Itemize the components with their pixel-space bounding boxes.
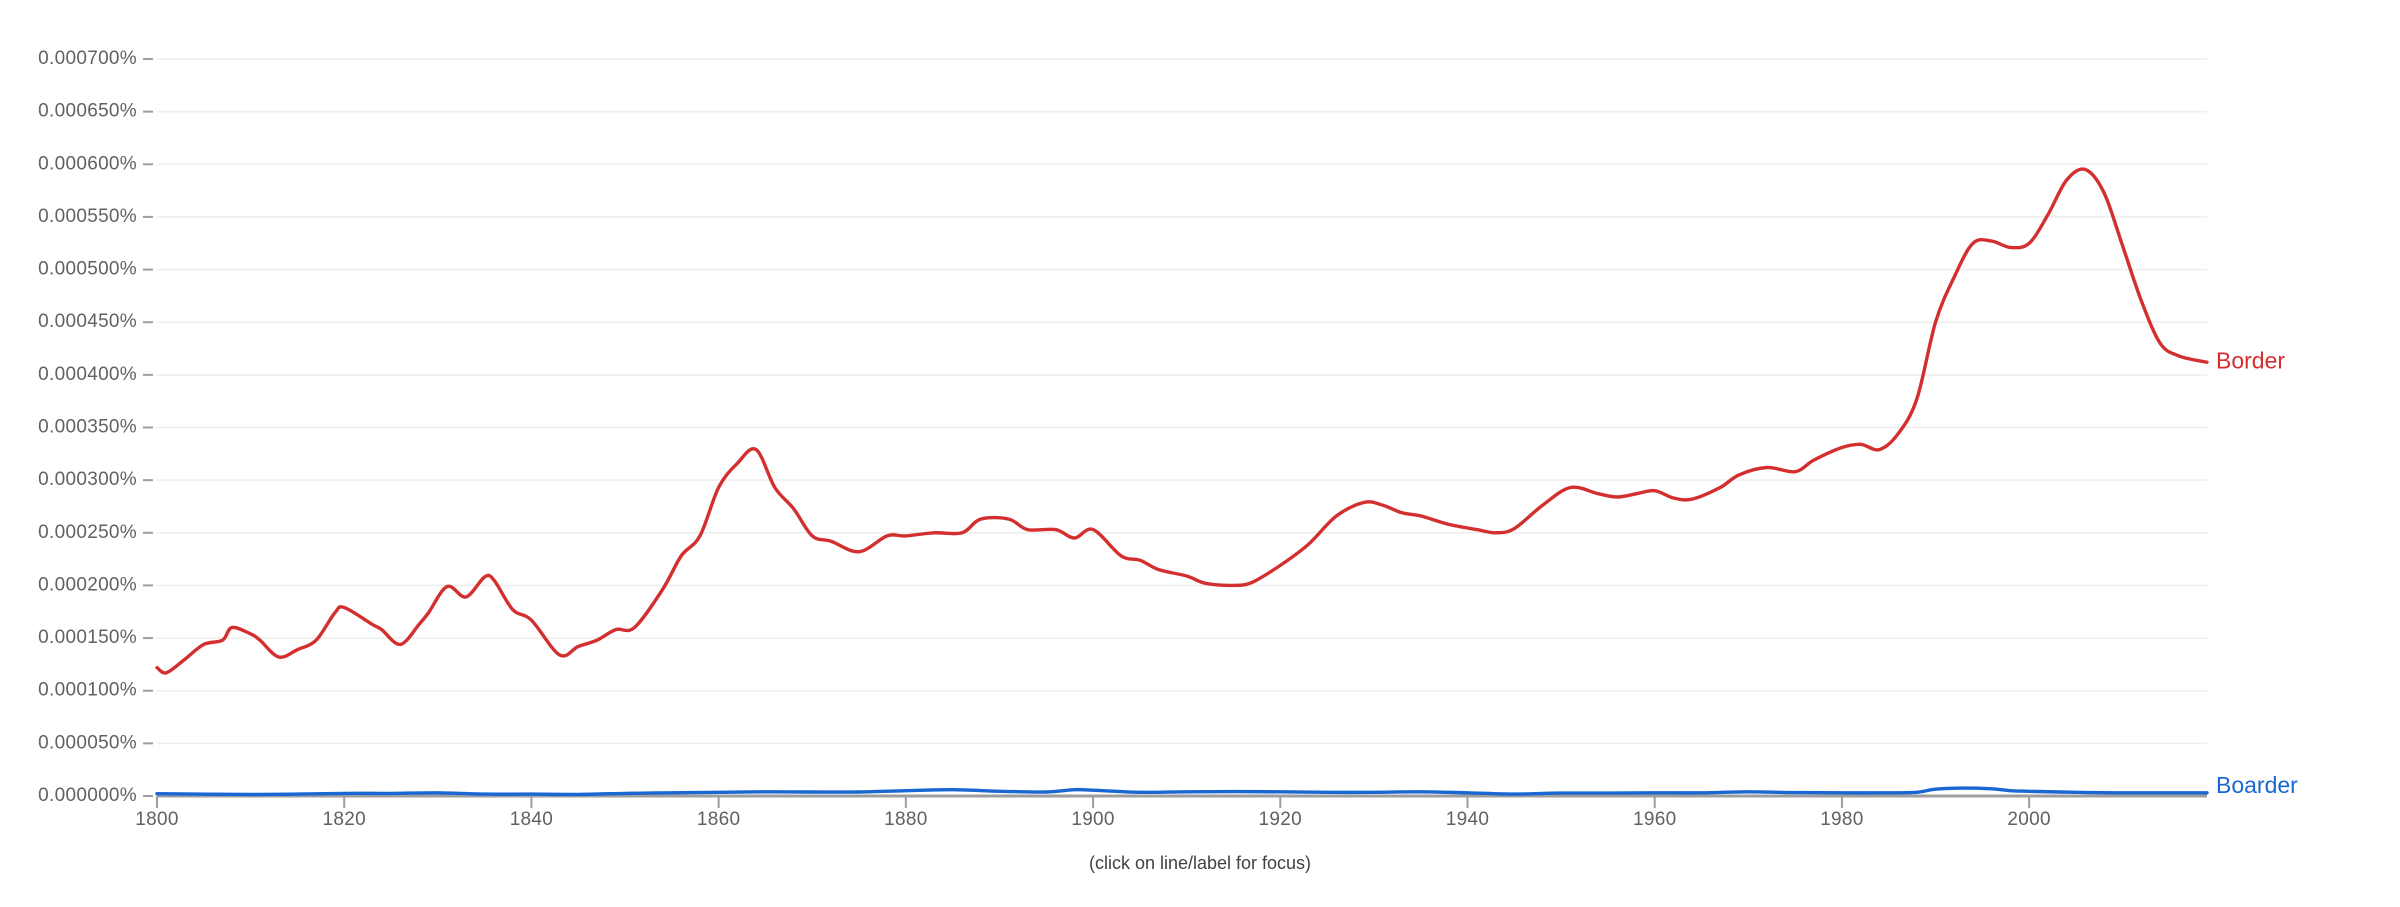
x-tick-label: 1920 — [1259, 809, 1302, 830]
x-tick-label: 1880 — [884, 809, 927, 830]
y-tick-label: 0.000300% — [38, 469, 137, 490]
y-tick-label: 0.000100% — [38, 680, 137, 701]
x-tick-label: 1900 — [1071, 809, 1114, 830]
y-tick-label: 0.000400% — [38, 364, 137, 385]
x-tick-label: 2000 — [2007, 809, 2050, 830]
x-tick-label: 1800 — [135, 809, 178, 830]
series-lines[interactable] — [155, 167, 2209, 797]
series-line-border[interactable] — [155, 167, 2209, 675]
y-tick-label: 0.000450% — [38, 311, 137, 332]
x-tick-label: 1940 — [1446, 809, 1489, 830]
y-tick-label: 0.000250% — [38, 522, 137, 543]
y-tick-label: 0.000000% — [38, 785, 137, 806]
y-tick-label: 0.000050% — [38, 732, 137, 753]
y-axis: 0.000000% 0.000050% 0.000100% 0.000150% 0.00… — [38, 48, 153, 806]
x-tick-label: 1860 — [697, 809, 740, 830]
y-tick-label: 0.000700% — [38, 48, 137, 69]
y-tick-label: 0.000550% — [38, 206, 137, 227]
y-tick-label: 0.000150% — [38, 627, 137, 648]
x-tick-label: 1960 — [1633, 809, 1676, 830]
x-tick-label: 1980 — [1820, 809, 1863, 830]
series-line-boarder[interactable] — [155, 786, 2209, 797]
gridlines — [157, 58, 2207, 745]
focus-hint: (click on line/label for focus) — [1088, 853, 1312, 873]
series-labels[interactable]: Border Boarder — [2216, 347, 2298, 798]
x-tick-label: 1820 — [322, 809, 365, 830]
series-label-border[interactable]: Border — [2216, 347, 2285, 373]
y-tick-label: 0.000350% — [38, 417, 137, 438]
x-axis: 1800 1820 1840 1860 1880 1900 1920 1940 1960 1980… — [135, 794, 2207, 830]
x-tick-label: 1840 — [510, 809, 553, 830]
series-label-boarder[interactable]: Boarder — [2216, 772, 2298, 798]
y-tick-label: 0.000650% — [38, 101, 137, 122]
y-tick-label: 0.000500% — [38, 259, 137, 280]
y-tick-label: 0.000600% — [38, 153, 137, 174]
y-tick-label: 0.000200% — [38, 574, 137, 595]
